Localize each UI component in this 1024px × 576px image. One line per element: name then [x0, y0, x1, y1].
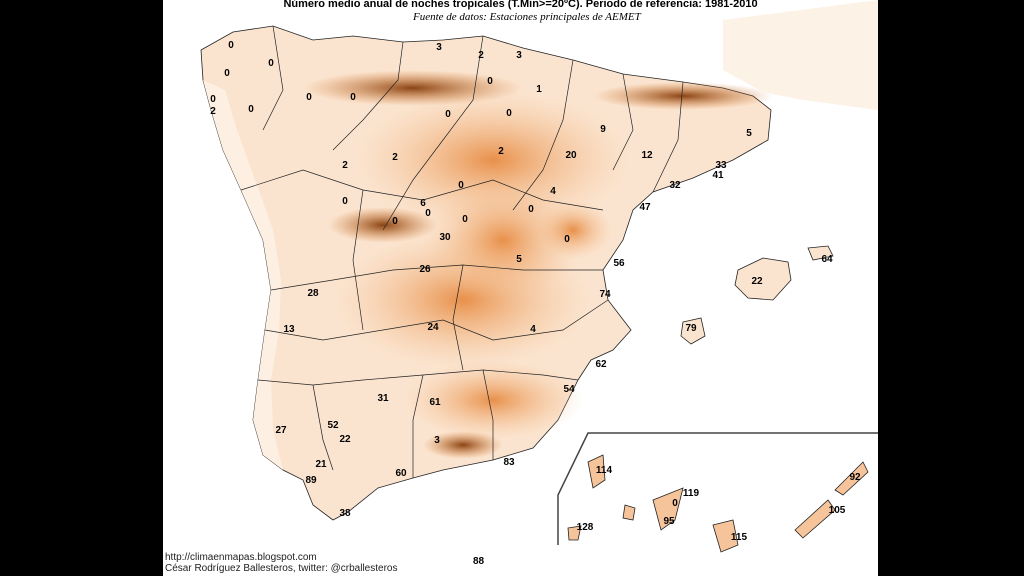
station-value: 28 — [307, 288, 319, 299]
station-value: 20 — [565, 150, 577, 161]
map-canvas: 0 0 0 0 2 0 0 3 2 3 0 1 0 0 0 2 9 5 2 2 0 20 12 33 41 32 4 0 6 0 0 0 0 47… — [163, 0, 878, 576]
canary-islands — [567, 454, 869, 553]
station-value: 0 — [462, 214, 468, 225]
station-value: 24 — [427, 322, 439, 333]
station-value: 0 — [224, 68, 230, 79]
credit-url[interactable]: http://climaenmapas.blogspot.com — [165, 552, 317, 563]
mallorca — [734, 257, 792, 301]
station-value: 0 — [228, 40, 234, 51]
station-value: 3 — [516, 50, 522, 61]
station-value: 27 — [275, 425, 287, 436]
station-value: 5 — [746, 128, 752, 139]
station-value: 21 — [315, 459, 327, 470]
station-value: 105 — [829, 505, 846, 516]
station-value: 22 — [339, 434, 351, 445]
station-value: 6 — [420, 198, 426, 209]
station-value: 119 — [683, 488, 700, 499]
station-value: 52 — [327, 420, 339, 431]
station-value: 12 — [641, 150, 653, 161]
map-source: Fuente de datos: Estaciones principales … — [413, 11, 641, 23]
station-value: 13 — [283, 324, 295, 335]
station-value: 0 — [528, 204, 534, 215]
station-value: 74 — [599, 289, 611, 300]
station-value: 115 — [731, 532, 748, 543]
credit-author: César Rodríguez Ballesteros, twitter: @c… — [165, 563, 398, 574]
station-value: 95 — [663, 516, 675, 527]
station-value: 0 — [392, 216, 398, 227]
station-value: 61 — [429, 397, 441, 408]
station-value: 83 — [503, 457, 515, 468]
station-value: 0 — [672, 498, 678, 509]
station-value: 32 — [669, 180, 681, 191]
station-value: 41 — [712, 170, 724, 181]
station-value: 128 — [577, 522, 594, 533]
station-value: 54 — [563, 384, 575, 395]
station-value: 4 — [530, 324, 536, 335]
station-value: 3 — [434, 435, 440, 446]
station-value: 89 — [305, 475, 317, 486]
station-value: 0 — [268, 58, 274, 69]
north-meseta-shade — [353, 90, 633, 230]
station-value: 22 — [751, 276, 763, 287]
station-value: 31 — [377, 393, 389, 404]
bottom-value: 88 — [473, 556, 485, 567]
central-system-shade — [328, 207, 438, 243]
station-value: 4 — [550, 186, 556, 197]
station-value: 26 — [419, 264, 431, 275]
station-value: 2 — [498, 146, 504, 157]
map-title: Número medio anual de noches tropicales … — [283, 0, 758, 10]
station-value: 79 — [685, 323, 697, 334]
station-value: 9 — [600, 124, 606, 135]
station-value: 0 — [458, 180, 464, 191]
station-value: 0 — [306, 92, 312, 103]
teruel-shade — [533, 200, 613, 260]
station-value: 60 — [395, 468, 407, 479]
canary-inset-frame — [557, 432, 878, 545]
station-value: 0 — [350, 92, 356, 103]
station-value: 114 — [596, 465, 613, 476]
station-value: 0 — [487, 76, 493, 87]
station-value: 64 — [821, 254, 833, 265]
betic-shade — [403, 360, 583, 440]
station-value: 2 — [210, 106, 216, 117]
station-value: 92 — [849, 472, 861, 483]
station-value: 0 — [564, 234, 570, 245]
pyrenees-shade — [593, 82, 773, 110]
station-value: 38 — [339, 508, 351, 519]
station-value: 2 — [342, 160, 348, 171]
station-value: 2 — [392, 152, 398, 163]
station-value: 0 — [445, 109, 451, 120]
france-land — [723, 0, 878, 110]
station-value: 0 — [248, 104, 254, 115]
station-value: 2 — [478, 50, 484, 61]
station-value: 30 — [439, 232, 451, 243]
station-value: 62 — [595, 359, 607, 370]
station-value: 0 — [425, 208, 431, 219]
station-value: 0 — [210, 94, 216, 105]
station-value: 0 — [342, 196, 348, 207]
station-value: 0 — [506, 108, 512, 119]
station-value: 56 — [613, 258, 625, 269]
station-value: 5 — [516, 254, 522, 265]
station-value: 47 — [639, 202, 651, 213]
station-value: 3 — [436, 42, 442, 53]
station-value: 1 — [536, 84, 542, 95]
cantabrian-shade — [303, 70, 523, 106]
portugal-region — [203, 80, 283, 470]
menorca — [807, 245, 834, 261]
province-borders — [240, 25, 684, 478]
station-value: 33 — [715, 160, 727, 171]
sierra-nevada-shade — [423, 431, 503, 459]
ibiza — [680, 317, 706, 345]
